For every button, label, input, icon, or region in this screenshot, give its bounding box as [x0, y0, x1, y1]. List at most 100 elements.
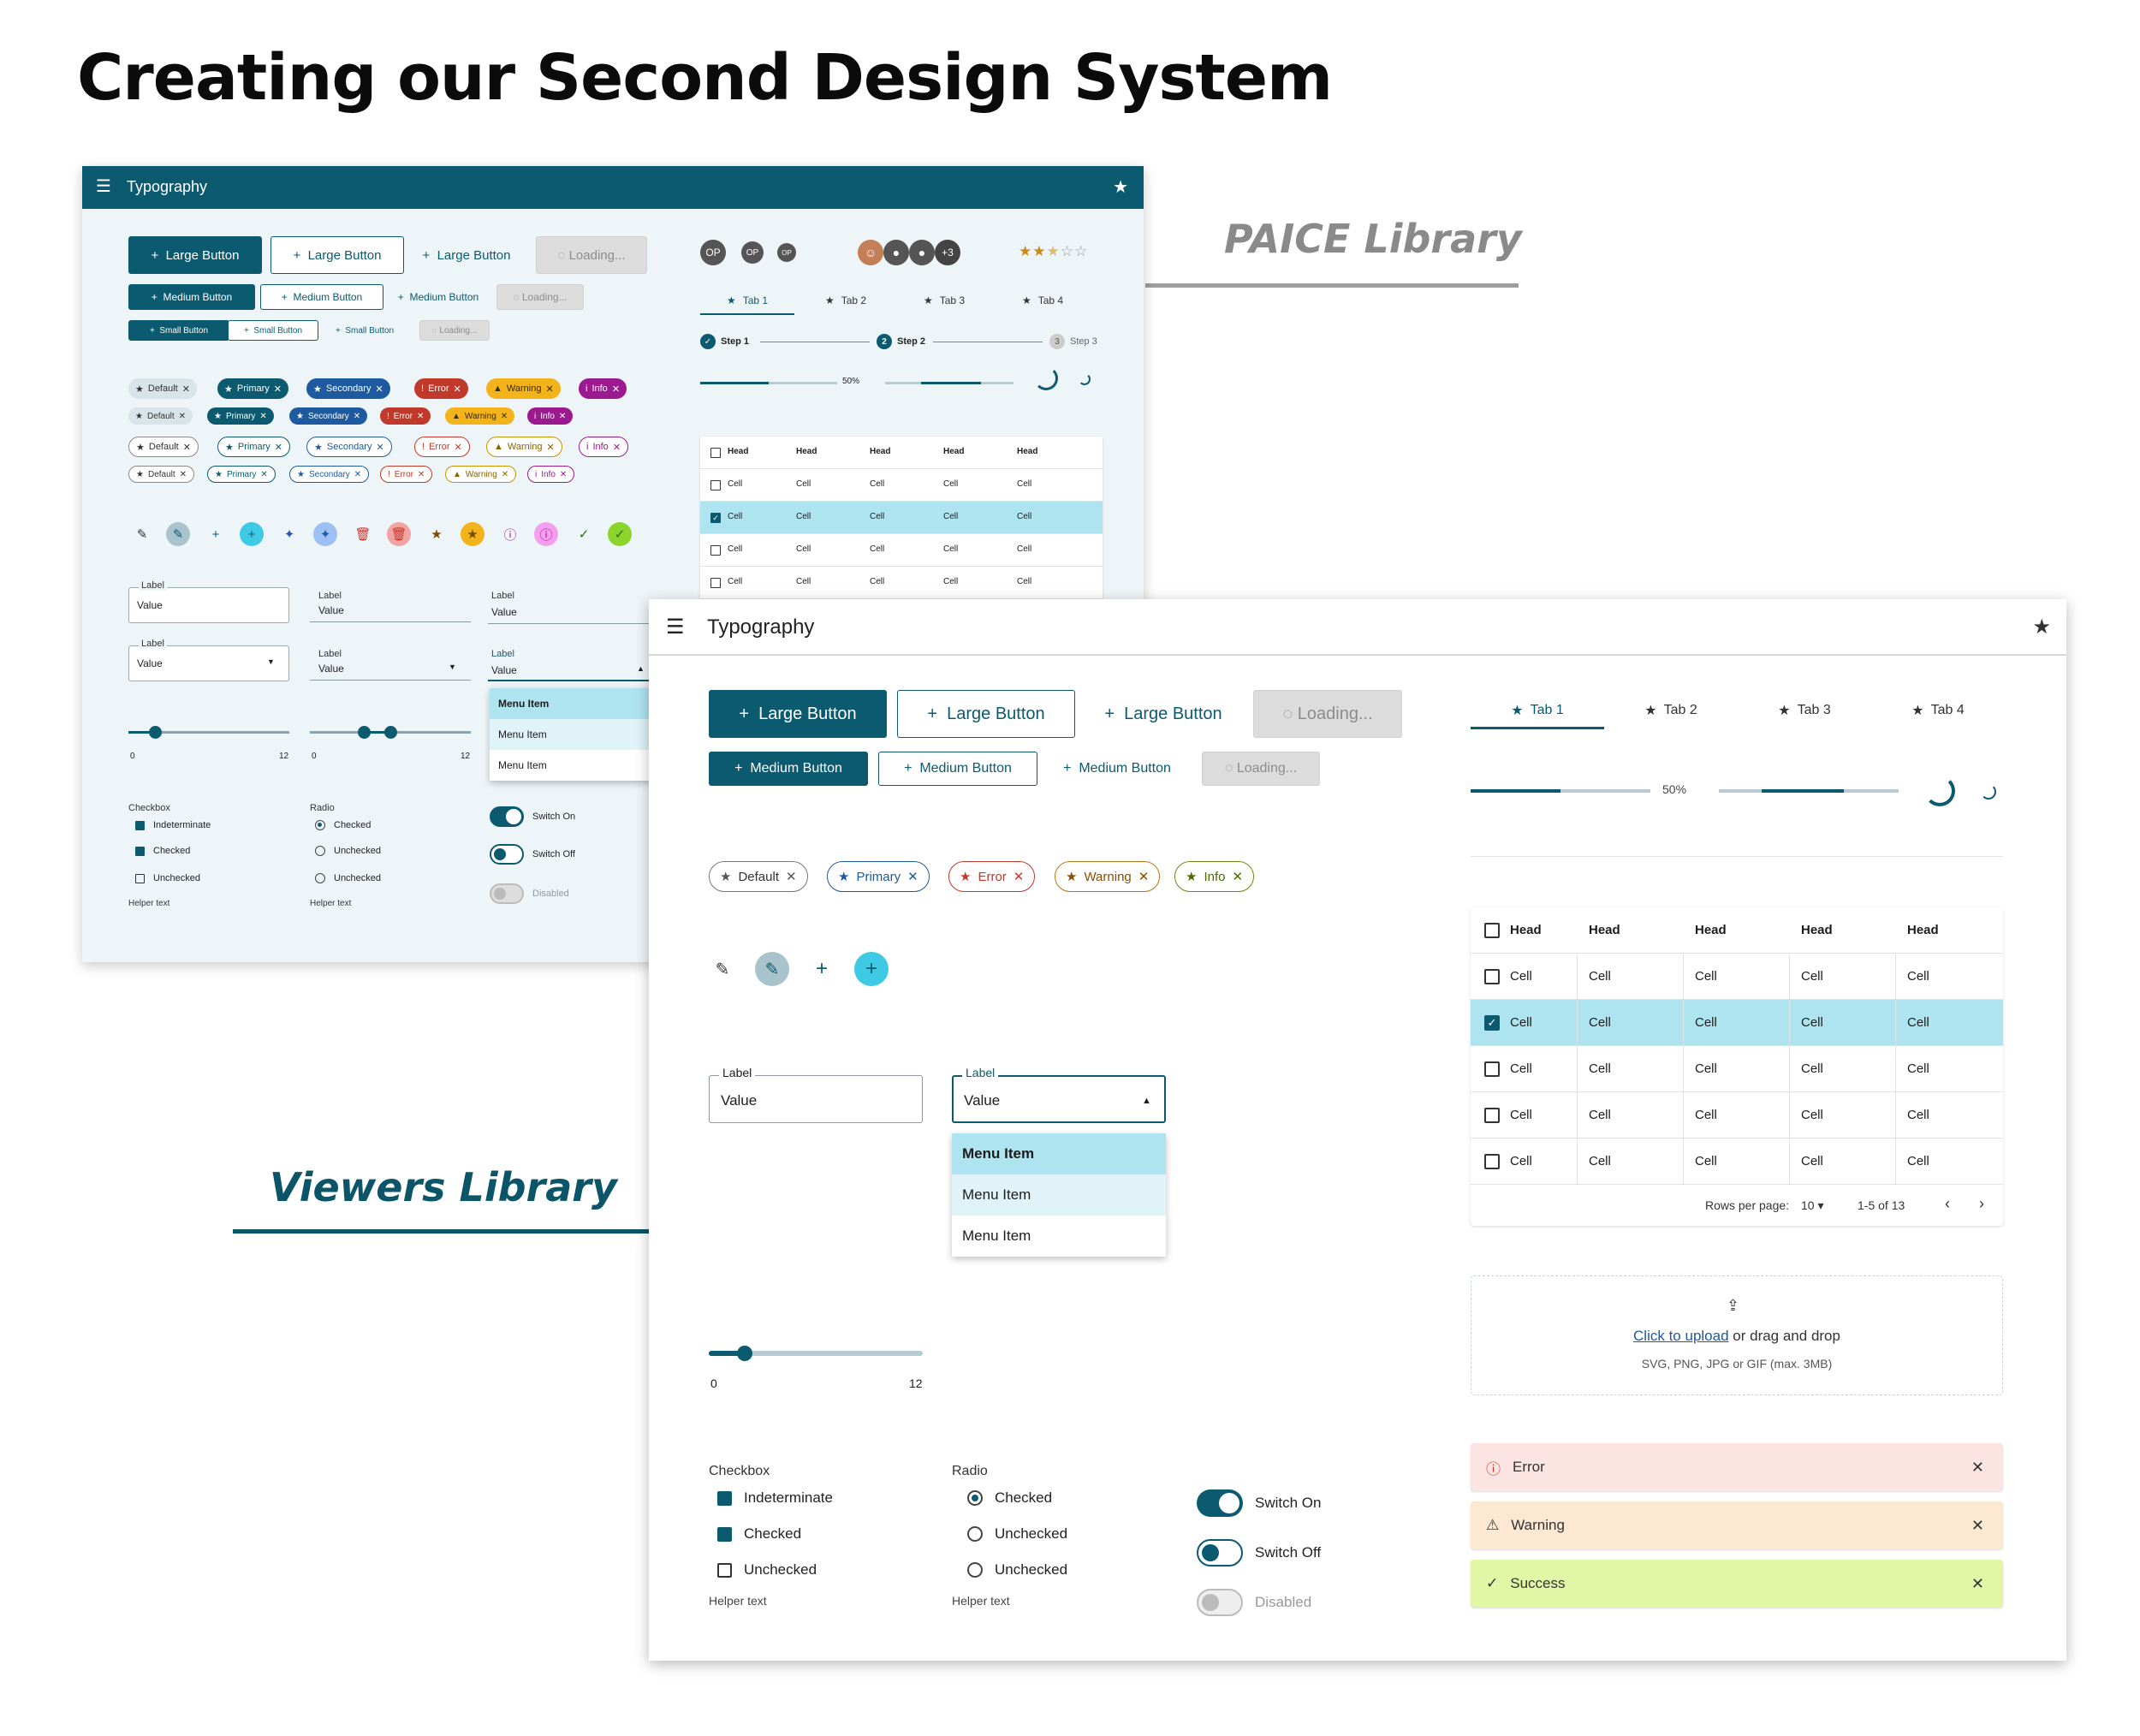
info-filled-icon[interactable]: ⓘ	[534, 522, 558, 546]
paice-range-thumb-end[interactable]	[384, 726, 397, 739]
medium-outlined-button[interactable]: + Medium Button	[878, 752, 1037, 786]
row-checkbox[interactable]	[1484, 1108, 1500, 1123]
close-icon[interactable]: ✕	[354, 469, 362, 479]
trash-filled-icon[interactable]: 🗑	[387, 522, 411, 546]
paice-focused-select[interactable]	[488, 680, 659, 681]
radio-checked[interactable]: Checked	[315, 820, 371, 830]
chip-warning[interactable]: ▲ Warning ✕	[445, 466, 517, 483]
close-icon[interactable]: ✕	[1971, 1574, 1984, 1592]
medium-text-button[interactable]: + Medium Button	[1063, 761, 1171, 776]
row-checkbox[interactable]	[710, 448, 721, 458]
close-icon[interactable]: ✕	[612, 442, 621, 453]
upload-link[interactable]: Click to upload	[1633, 1328, 1729, 1344]
file-upload-dropzone[interactable]: ⇪ Click to upload or drag and drop SVG, …	[1471, 1275, 2003, 1395]
paice-outlined-select[interactable]	[128, 645, 289, 681]
table-row[interactable]: ✓ Cell Cell Cell Cell Cell	[1471, 1000, 2003, 1046]
tab-3[interactable]: ★ Tab 3	[1738, 692, 1871, 729]
row-checkbox[interactable]: ✓	[1484, 1015, 1500, 1031]
small-filled-button[interactable]: + Small Button	[128, 320, 229, 341]
check-circle-icon[interactable]: ✓	[578, 527, 590, 542]
chevron-right-icon[interactable]: ›	[1979, 1195, 1984, 1212]
chevron-left-icon[interactable]: ‹	[1945, 1195, 1950, 1212]
radio-unchecked[interactable]: Unchecked	[315, 873, 381, 883]
menu-item[interactable]: Menu Item	[490, 719, 661, 750]
chip-error[interactable]: ! Error ✕	[380, 466, 433, 483]
chip-primary[interactable]: ★ Primary ✕	[207, 407, 274, 425]
add-filled-icon[interactable]: +	[854, 952, 889, 986]
viewers-select-focused[interactable]	[952, 1075, 1166, 1123]
table-row[interactable]: Cell Cell Cell Cell Cell	[1471, 1046, 2003, 1092]
small-text-button[interactable]: + Small Button	[335, 325, 395, 336]
tab-1[interactable]: ★ Tab 1	[700, 286, 794, 315]
chip-secondary[interactable]: ★ Secondary ✕	[289, 466, 370, 483]
add-icon[interactable]: +	[815, 957, 828, 980]
chip-default[interactable]: ★ Default ✕	[709, 861, 808, 892]
rating-star-icon[interactable]: ☆	[1060, 243, 1074, 259]
close-icon[interactable]: ✕	[260, 469, 268, 479]
check-circle-filled-icon[interactable]: ✓	[608, 522, 632, 546]
tab-1[interactable]: ★ Tab 1	[1471, 692, 1604, 729]
chip-info[interactable]: i Info ✕	[579, 437, 629, 457]
chip-info[interactable]: ★ Info ✕	[1174, 861, 1255, 892]
checkbox-indeterminate[interactable]: Indeterminate	[135, 820, 211, 830]
large-filled-button[interactable]: + Large Button	[709, 690, 887, 738]
radio-unchecked[interactable]: Unchecked	[315, 846, 381, 856]
close-icon[interactable]: ✕	[545, 383, 554, 395]
star-rating[interactable]: ★★★☆☆	[1019, 243, 1088, 260]
add-icon[interactable]: +	[211, 526, 220, 542]
close-icon[interactable]: ✕	[179, 469, 187, 479]
chip-warning[interactable]: ▲ Warning ✕	[486, 378, 561, 399]
switch-on[interactable]: Switch On	[490, 806, 575, 827]
switch-off[interactable]: Switch Off	[490, 844, 575, 865]
paice-slider-thumb[interactable]	[149, 726, 163, 739]
table-row[interactable]: Cell Cell Cell Cell Cell	[1471, 954, 2003, 1000]
close-icon[interactable]: ✕	[274, 442, 282, 453]
info-icon[interactable]: ⓘ	[503, 527, 517, 543]
star-outline-icon[interactable]: ★	[431, 527, 443, 542]
close-icon[interactable]: ✕	[259, 411, 267, 421]
paice-underline-textfield[interactable]	[310, 621, 471, 622]
row-checkbox[interactable]	[710, 480, 721, 490]
hamburger-menu-icon[interactable]: ☰	[666, 615, 685, 639]
close-icon[interactable]: ✕	[611, 383, 621, 395]
table-row[interactable]: Cell Cell Cell Cell Cell	[1471, 1092, 2003, 1139]
viewers-outlined-textfield[interactable]	[709, 1075, 923, 1123]
add-filled-icon[interactable]: +	[240, 522, 264, 546]
tab-2[interactable]: ★ Tab 2	[799, 286, 893, 315]
chip-secondary[interactable]: ★ Secondary ✕	[306, 378, 390, 399]
chip-warning[interactable]: ▲ Warning ✕	[486, 437, 562, 457]
edit-icon[interactable]: ✎	[136, 527, 148, 542]
rows-per-page-select[interactable]: 10 ▾	[1801, 1198, 1824, 1212]
chip-info[interactable]: i Info ✕	[527, 466, 575, 483]
close-icon[interactable]: ✕	[501, 469, 509, 479]
radio-unchecked[interactable]: Unchecked	[967, 1525, 1067, 1543]
medium-filled-button[interactable]: + Medium Button	[709, 752, 868, 786]
close-icon[interactable]: ✕	[181, 383, 190, 395]
hamburger-menu-icon[interactable]: ☰	[96, 177, 111, 196]
medium-outlined-button[interactable]: + Medium Button	[260, 284, 383, 310]
table-row[interactable]: Cell Cell Cell Cell Cell	[700, 469, 1103, 502]
chip-error[interactable]: ★ Error ✕	[948, 861, 1036, 892]
step-1[interactable]: ✓ Step 1	[700, 334, 749, 349]
star-icon[interactable]: ★	[1113, 178, 1128, 197]
close-icon[interactable]: ✕	[273, 383, 282, 395]
close-icon[interactable]: ✕	[375, 383, 383, 395]
header-checkbox[interactable]	[1484, 923, 1500, 938]
star-filled-icon[interactable]: ★	[461, 522, 484, 546]
radio-unchecked[interactable]: Unchecked	[967, 1561, 1067, 1578]
table-row[interactable]: Cell Cell Cell Cell Cell	[700, 567, 1103, 599]
chip-info[interactable]: i Info ✕	[527, 407, 574, 425]
row-checkbox[interactable]	[1484, 969, 1500, 984]
checkbox-checked[interactable]: Checked	[135, 846, 190, 856]
switch-off[interactable]: Switch Off	[1197, 1539, 1321, 1567]
sparkle-filled-icon[interactable]: ✦	[313, 522, 337, 546]
checkbox-indeterminate[interactable]: Indeterminate	[717, 1489, 833, 1507]
close-icon[interactable]: ✕	[376, 442, 384, 453]
table-row[interactable]: Cell Cell Cell Cell Cell	[1471, 1139, 2003, 1185]
paice-underline-select[interactable]	[310, 680, 471, 681]
row-checkbox[interactable]	[1484, 1154, 1500, 1169]
edit-filled-icon[interactable]: ✎	[166, 522, 190, 546]
edit-filled-icon[interactable]: ✎	[755, 952, 789, 986]
chip-primary[interactable]: ★ Primary ✕	[207, 466, 276, 483]
trash-icon[interactable]: 🗑	[354, 527, 372, 542]
